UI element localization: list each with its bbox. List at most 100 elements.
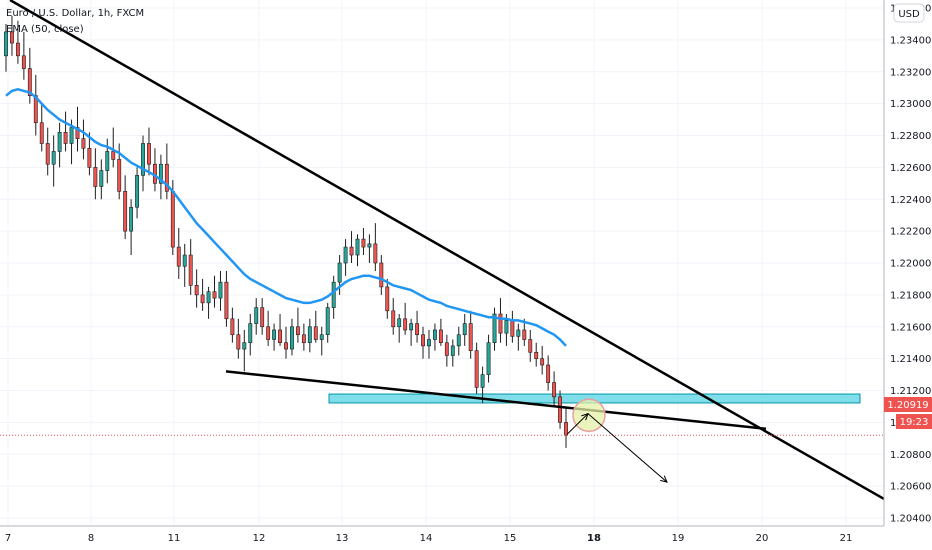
- candle: [325, 302, 330, 343]
- arrow-head-pullback: [581, 412, 589, 421]
- candle: [307, 318, 312, 353]
- x-tick-label: 20: [756, 533, 769, 544]
- candle-body: [397, 318, 402, 328]
- indicator-label: EMA (50, close): [6, 24, 84, 35]
- candle-body: [248, 323, 253, 344]
- candle: [558, 390, 562, 429]
- candle-body: [385, 286, 390, 312]
- candle: [111, 127, 116, 168]
- countdown-label: 19:23: [900, 417, 929, 428]
- candle-body: [504, 320, 509, 334]
- candle: [206, 286, 211, 319]
- y-tick-label: 1.21200: [890, 386, 931, 397]
- candle-body: [164, 163, 169, 192]
- candle-body: [63, 132, 68, 144]
- candle: [230, 307, 235, 343]
- candle: [295, 307, 300, 343]
- y-tick-label: 1.22400: [890, 195, 931, 206]
- candle-body: [450, 345, 455, 356]
- candle: [564, 406, 568, 448]
- candle-body: [534, 351, 539, 359]
- candle-body: [462, 323, 467, 336]
- candle-body: [558, 396, 562, 423]
- candle-body: [27, 68, 32, 96]
- candle: [552, 371, 557, 407]
- last-price-badge: 1.20919: [884, 397, 932, 412]
- candle-body: [105, 151, 110, 171]
- candle: [385, 278, 390, 319]
- candle-body: [415, 323, 420, 336]
- candle-body: [93, 167, 98, 187]
- candle: [129, 199, 134, 256]
- candle-body: [361, 238, 366, 248]
- candle: [164, 143, 169, 200]
- candle-body: [45, 143, 50, 165]
- candle-body: [486, 342, 491, 375]
- candle-body: [373, 243, 378, 264]
- candle: [480, 366, 485, 404]
- candle-body: [421, 334, 425, 347]
- candle-body: [81, 138, 86, 149]
- candle-body: [403, 318, 408, 331]
- candle: [10, 15, 14, 56]
- candle-body: [158, 163, 163, 184]
- last-price-label: 1.20919: [887, 400, 928, 411]
- candle: [57, 122, 62, 168]
- candle: [99, 159, 104, 200]
- candle-body: [337, 262, 342, 283]
- candle: [87, 132, 92, 176]
- candle-body: [355, 238, 360, 256]
- candle-body: [427, 339, 431, 347]
- candle: [15, 20, 20, 64]
- candle-body: [99, 170, 104, 187]
- candle-body: [432, 329, 437, 340]
- arrow-head: [660, 475, 668, 483]
- candle: [266, 310, 271, 346]
- candle-body: [480, 374, 485, 388]
- candle-body: [135, 175, 140, 208]
- candle-body: [254, 307, 259, 324]
- candle: [158, 154, 163, 200]
- candle-body: [272, 329, 277, 340]
- candle: [51, 135, 56, 187]
- candle-body: [69, 127, 74, 144]
- candle-body: [188, 254, 193, 286]
- x-tick-label: 12: [253, 533, 266, 544]
- candle: [188, 239, 193, 295]
- candle-body: [141, 143, 145, 176]
- candle: [182, 243, 187, 287]
- x-tick-label: 19: [672, 533, 685, 544]
- x-tick-label: 7: [5, 533, 11, 544]
- candle-body: [230, 318, 235, 336]
- candle-body: [194, 285, 199, 296]
- candle: [510, 310, 515, 343]
- candle: [391, 298, 396, 335]
- candle: [272, 323, 277, 351]
- candle-body: [224, 281, 229, 320]
- candle-body: [564, 422, 568, 436]
- candle-body: [147, 143, 151, 165]
- candle-body: [123, 190, 128, 232]
- candle: [212, 275, 217, 308]
- candle-body: [260, 307, 265, 328]
- candle: [444, 334, 449, 367]
- candle: [456, 326, 461, 356]
- candle-body: [307, 326, 312, 344]
- y-tick-label: 1.22600: [890, 163, 931, 174]
- x-tick-label: 13: [336, 533, 349, 544]
- candle-body: [325, 307, 330, 336]
- candle: [516, 323, 521, 351]
- y-tick-label: 1.21800: [890, 290, 931, 301]
- candle: [152, 148, 157, 192]
- candle: [498, 298, 503, 343]
- y-tick-label: 1.21400: [890, 354, 931, 365]
- y-tick-label: 1.21600: [890, 322, 931, 333]
- candle: [135, 167, 140, 219]
- candle-body: [313, 326, 318, 340]
- candle: [415, 310, 420, 343]
- candle: [528, 329, 533, 362]
- currency-button[interactable]: USD: [893, 3, 925, 23]
- candle-body: [409, 323, 414, 331]
- candle-body: [546, 364, 551, 383]
